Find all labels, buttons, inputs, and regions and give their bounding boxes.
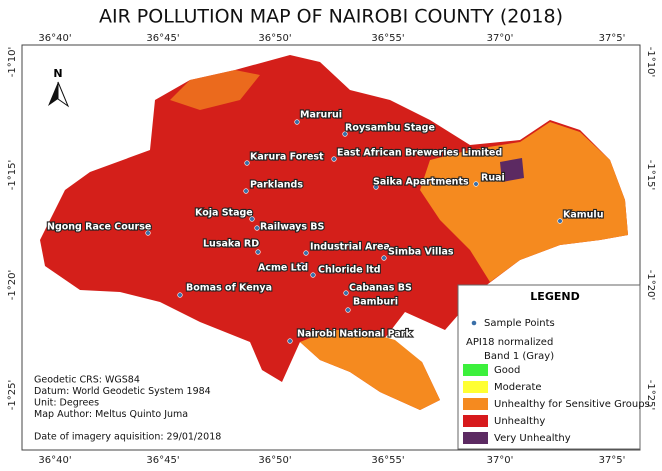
lon-label: 37°5' — [599, 33, 626, 44]
sample-point — [249, 216, 255, 222]
place-label: Parklands — [250, 180, 303, 191]
place-label: Simba Villas — [388, 247, 454, 258]
lon-label: 36°40' — [38, 455, 71, 466]
info-line: Datum: World Geodetic System 1984 — [34, 386, 211, 397]
legend-swatch — [463, 381, 488, 393]
sample-point — [343, 290, 349, 296]
sample-point — [243, 188, 249, 194]
lon-label: 36°40' — [38, 33, 71, 44]
sample-point — [473, 181, 479, 187]
legend-swatch — [463, 398, 488, 410]
very-unhealthy-zone — [500, 158, 524, 182]
lat-label: -1°15' — [7, 160, 18, 190]
place-label: Koja Stage — [195, 208, 253, 219]
lon-label: 36°50' — [258, 33, 291, 44]
sample-point — [177, 292, 183, 298]
sample-point — [299, 262, 305, 268]
sample-point — [310, 272, 316, 278]
sample-point — [244, 160, 250, 166]
sample-point — [287, 338, 293, 344]
place-label: Nairobi National Park — [297, 329, 412, 340]
sample-point — [557, 218, 563, 224]
lat-label: -1°15' — [645, 160, 656, 190]
place-label: Ruai — [481, 173, 505, 184]
legend-point — [471, 320, 477, 326]
lon-label: 37°5' — [599, 455, 626, 466]
place-label: Bamburi — [353, 297, 398, 308]
county-map — [40, 55, 628, 410]
legend-label: Band 1 (Gray) — [484, 351, 554, 362]
info-line: Unit: Degrees — [34, 398, 99, 409]
place-label: Chloride ltd — [318, 265, 381, 276]
legend-swatch — [463, 432, 488, 444]
unhealthy-zone — [40, 55, 628, 410]
sample-point — [294, 119, 300, 125]
lat-label: -1°20' — [7, 270, 18, 300]
sample-point — [342, 131, 348, 137]
place-label: Ngong Race Course — [47, 222, 151, 233]
lat-label: -1°20' — [645, 270, 656, 300]
sample-point — [331, 156, 337, 162]
place-label: Railways BS — [260, 222, 325, 233]
north-arrow: N — [48, 67, 70, 108]
sample-point — [381, 255, 387, 261]
sensitive-zone — [300, 330, 440, 410]
legend-label: Sample Points — [484, 318, 555, 329]
legend-label: Unhealthy for Sensitive Groups — [494, 399, 650, 410]
legend-label: Very Unhealthy — [494, 433, 571, 444]
legend-title: LEGEND — [530, 290, 579, 303]
lon-label: 36°55' — [371, 455, 404, 466]
sample-point — [145, 230, 151, 236]
arrow-half — [57, 81, 70, 108]
place-label: Karura Forest — [250, 152, 324, 163]
sensitive-zone — [420, 122, 628, 282]
place-label: Lusaka RD — [203, 239, 259, 250]
lon-label: 36°45' — [146, 455, 179, 466]
lon-label: 36°45' — [146, 33, 179, 44]
place-label: Roysambu Stage — [345, 123, 435, 134]
lat-label: -1°25' — [7, 380, 18, 410]
sample-point — [255, 249, 261, 255]
place-label: Industrial Area — [310, 242, 390, 253]
place-label: Acme Ltd — [258, 263, 308, 274]
sample-point — [254, 225, 260, 231]
arrow-half — [48, 82, 58, 106]
lon-label: 37°0' — [487, 455, 514, 466]
legend-swatch — [463, 364, 488, 376]
info-line: Geodetic CRS: WGS84 — [34, 375, 140, 386]
sensitive-zone — [170, 70, 260, 110]
sample-point — [373, 184, 379, 190]
place-label: Marurui — [300, 110, 342, 121]
info-line: Map Author: Meltus Quinto Juma — [34, 409, 188, 420]
legend-label: Good — [494, 365, 520, 376]
legend-label: API18 normalized — [466, 337, 553, 348]
lon-label: 36°50' — [258, 455, 291, 466]
place-label: East African Breweries Limited — [337, 148, 502, 159]
legend-label: Unhealthy — [494, 416, 545, 427]
legend-swatch — [463, 415, 488, 427]
north-label: N — [53, 67, 62, 80]
map-title: AIR POLLUTION MAP OF NAIROBI COUNTY (201… — [99, 6, 563, 28]
place-label: Cabanas BS — [349, 283, 412, 294]
sample-point — [345, 307, 351, 313]
lat-label: -1°10' — [7, 47, 18, 77]
date-note: Date of imagery aquisition: 29/01/2018 — [34, 432, 221, 443]
place-label: Saika Apartments — [373, 177, 469, 188]
place-label: Kamulu — [563, 210, 603, 221]
legend-box — [457, 284, 641, 450]
lon-label: 37°0' — [487, 33, 514, 44]
lon-label: 36°55' — [371, 33, 404, 44]
legend-label: Moderate — [494, 382, 542, 393]
lat-label: -1°25' — [645, 380, 656, 410]
sample-point — [303, 250, 309, 256]
place-label: Bomas of Kenya — [186, 283, 272, 294]
lat-label: -1°10' — [645, 47, 656, 77]
